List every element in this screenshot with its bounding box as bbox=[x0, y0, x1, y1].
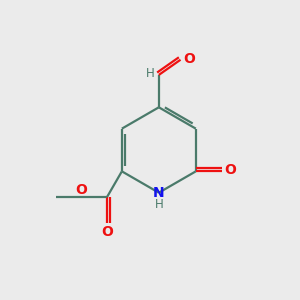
Text: O: O bbox=[75, 183, 87, 197]
Text: O: O bbox=[183, 52, 195, 66]
Text: H: H bbox=[154, 198, 163, 211]
Text: O: O bbox=[101, 225, 113, 238]
Text: N: N bbox=[153, 186, 165, 200]
Text: H: H bbox=[146, 67, 154, 80]
Text: O: O bbox=[225, 164, 236, 178]
